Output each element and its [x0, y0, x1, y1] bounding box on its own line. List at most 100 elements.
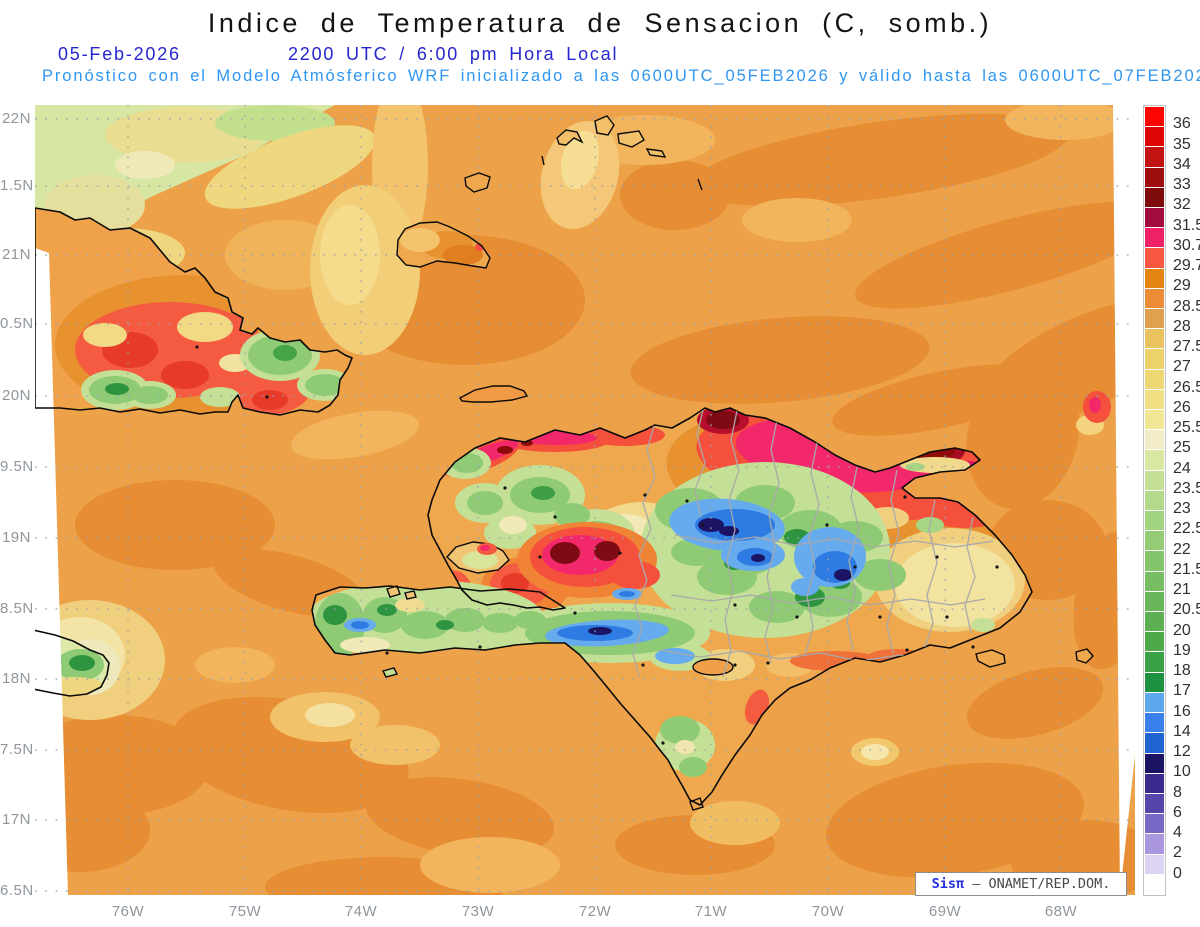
- lat-label: 18N: [1, 670, 31, 687]
- colorbar-cell: [1145, 369, 1164, 389]
- lon-label: 74W: [344, 903, 378, 920]
- lat-label: 21N: [1, 246, 31, 263]
- colorbar-cell: [1145, 410, 1164, 430]
- colorbar-cell: [1145, 349, 1164, 369]
- domain-edge-mask: [35, 105, 1135, 895]
- colorbar-cell: [1145, 874, 1164, 894]
- colorbar-cell: [1145, 854, 1164, 874]
- colorbar-tick-label: 29: [1173, 277, 1191, 295]
- colorbar-tick-label: 6: [1173, 803, 1182, 821]
- colorbar-tick-label: 26.5: [1173, 378, 1200, 396]
- colorbar-cell: [1145, 147, 1164, 167]
- colorbar-tick-label: 27: [1173, 358, 1191, 376]
- colorbar-tick-label: 24: [1173, 459, 1191, 477]
- page-title: Indice de Temperatura de Sensacion (C, s…: [207, 8, 993, 38]
- colorbar-tick-label: 16: [1173, 702, 1191, 720]
- sispi-logo: Sisπ: [931, 876, 965, 892]
- lon-label: 69W: [928, 903, 962, 920]
- province-borders: [632, 409, 994, 678]
- colorbar-cell: [1145, 632, 1164, 652]
- colorbar-tick-label: 30.7: [1173, 236, 1200, 254]
- saona-island: [975, 649, 1006, 668]
- turks-caicos-islet: [541, 155, 545, 166]
- lat-label: 19N: [1, 529, 31, 546]
- colorbar-tick-label: 29.7: [1173, 257, 1200, 275]
- colorbar-cell: [1145, 531, 1164, 551]
- colorbar-tick-label: 21: [1173, 581, 1191, 599]
- colorbar-tick-label: 2: [1173, 844, 1182, 862]
- colorbar-cell: [1145, 430, 1164, 450]
- colorbar-cell: [1145, 208, 1164, 228]
- colorbar-cell: [1145, 753, 1164, 773]
- station-dots: [195, 345, 999, 745]
- colorbar-cell: [1145, 814, 1164, 834]
- colorbar-cell: [1145, 713, 1164, 733]
- colorbar-tick-label: 22: [1173, 540, 1191, 558]
- great-inagua-island: [397, 222, 490, 268]
- colorbar-cell: [1145, 127, 1164, 147]
- turks-caicos-island: [645, 148, 667, 158]
- colorbar-tick-label: 32: [1173, 196, 1191, 214]
- lat-label: 6.5N: [0, 882, 34, 899]
- colorbar-cell: [1145, 329, 1164, 349]
- colorbar-tick-label: 35: [1173, 135, 1191, 153]
- colorbar-tick-label: 25.5: [1173, 419, 1200, 437]
- mona-island: [1075, 648, 1094, 664]
- lat-label: 20N: [1, 387, 31, 404]
- colorbar-tick-label: 0: [1173, 864, 1182, 882]
- cayemites-islet: [404, 590, 417, 600]
- lat-label: 0.5N: [0, 315, 34, 332]
- colorbar-cell: [1145, 470, 1164, 490]
- lat-label: 17N: [1, 811, 31, 828]
- colorbar-cell: [1145, 288, 1164, 309]
- lon-label: 70W: [811, 903, 845, 920]
- lon-label: 75W: [228, 903, 262, 920]
- colorbar-tick-label: 21.5: [1173, 560, 1200, 578]
- watermark-badge: Sisπ – ONAMET/REP.DOM.: [915, 872, 1127, 896]
- colorbar-tick-label: 36: [1173, 115, 1191, 133]
- colorbar-tick-label: 19: [1173, 641, 1191, 659]
- gonave-island: [446, 541, 510, 574]
- colorbar-cell: [1145, 672, 1164, 692]
- colorbar-cell: [1145, 834, 1164, 854]
- forecast-date: 05-Feb-2026: [58, 44, 181, 64]
- color-scale-bar: [1143, 105, 1166, 896]
- colorbar-tick-label: 14: [1173, 722, 1191, 740]
- colorbar-tick-label: 22.5: [1173, 520, 1200, 538]
- model-forecast-line: Pronóstico con el Modelo Atmósferico WRF…: [42, 67, 1200, 85]
- colorbar-tick-label: 18: [1173, 662, 1191, 680]
- lon-label: 68W: [1044, 903, 1078, 920]
- colorbar-cell: [1145, 167, 1164, 187]
- colorbar-cell: [1145, 652, 1164, 672]
- little-inagua-island: [464, 172, 491, 193]
- turks-caicos-island: [594, 115, 615, 136]
- colorbar-cell: [1145, 309, 1164, 329]
- lon-label: 71W: [694, 903, 728, 920]
- colorbar-cell: [1145, 511, 1164, 531]
- colorbar-cell: [1145, 268, 1164, 288]
- colorbar-cell: [1145, 692, 1164, 713]
- colorbar-tick-label: 10: [1173, 763, 1191, 781]
- colorbar-tick-label: 23.5: [1173, 479, 1200, 497]
- heat-index-map: [35, 105, 1135, 895]
- small-islands: [381, 115, 1094, 811]
- colorbar-tick-label: 4: [1173, 824, 1182, 842]
- colorbar-cell: [1145, 571, 1164, 591]
- watermark-org: – ONAMET/REP.DOM.: [964, 876, 1111, 892]
- colorbar-tick-label: 17: [1173, 682, 1191, 700]
- lat-label: 9.5N: [0, 458, 34, 475]
- colorbar-cell: [1145, 551, 1164, 571]
- lat-label: 7.5N: [0, 741, 34, 758]
- colorbar-tick-label: 20: [1173, 621, 1191, 639]
- colorbar-cell: [1145, 187, 1164, 208]
- colorbar-cell: [1145, 228, 1164, 248]
- colorbar-tick-label: 20.5: [1173, 601, 1200, 619]
- colorbar-tick-label: 34: [1173, 155, 1191, 173]
- lon-label: 76W: [111, 903, 145, 920]
- colorbar-cell: [1145, 248, 1164, 268]
- lon-label: 72W: [578, 903, 612, 920]
- tortuga-island: [458, 385, 529, 403]
- map-plot-area: [35, 105, 1135, 895]
- turks-caicos-islet: [697, 178, 703, 191]
